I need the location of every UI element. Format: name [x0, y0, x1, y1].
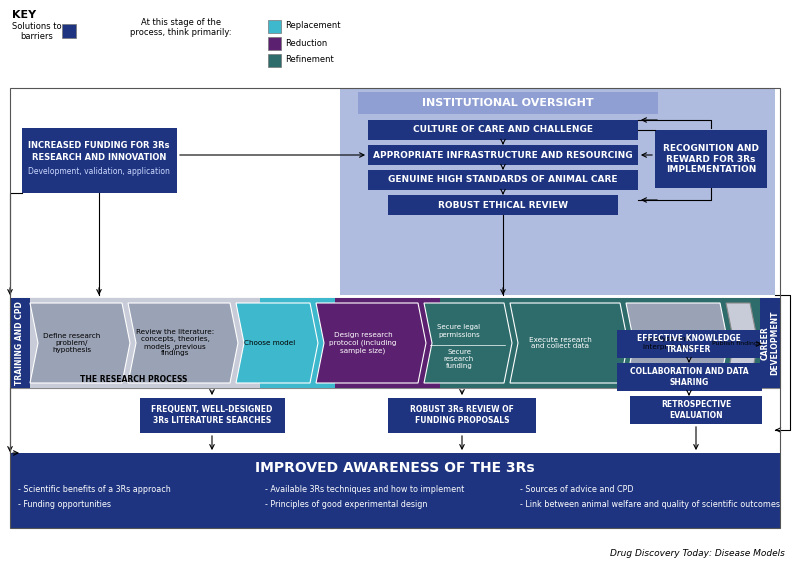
Text: GENUINE HIGH STANDARDS OF ANIMAL CARE: GENUINE HIGH STANDARDS OF ANIMAL CARE [388, 176, 618, 184]
Polygon shape [236, 303, 318, 383]
Text: Choose model: Choose model [244, 340, 296, 346]
Text: - Link between animal welfare and quality of scientific outcomes: - Link between animal welfare and qualit… [520, 500, 780, 509]
Bar [140, 398, 285, 433]
Bar [30, 298, 260, 388]
Text: RETROSPECTIVE
EVALUATION: RETROSPECTIVE EVALUATION [661, 400, 731, 420]
Text: Design research
protocol (including
sample size): Design research protocol (including samp… [330, 332, 397, 354]
Text: - Funding opportunities: - Funding opportunities [18, 500, 111, 509]
Bar [368, 170, 638, 190]
Bar [368, 120, 638, 140]
Bar [440, 298, 520, 388]
Text: CULTURE OF CARE AND CHALLENGE: CULTURE OF CARE AND CHALLENGE [413, 126, 593, 134]
Text: RESEARCH AND INNOVATION: RESEARCH AND INNOVATION [32, 153, 166, 161]
Text: EFFECTIVE KNOWLEDGE
TRANSFER: EFFECTIVE KNOWLEDGE TRANSFER [637, 334, 741, 354]
Text: Define research
problem/
hypothesis: Define research problem/ hypothesis [43, 333, 101, 353]
Bar [388, 398, 536, 433]
Text: ROBUST 3Rs REVIEW OF
FUNDING PROPOSALS: ROBUST 3Rs REVIEW OF FUNDING PROPOSALS [410, 405, 514, 425]
Bar [655, 130, 767, 188]
Text: THE RESEARCH PROCESS: THE RESEARCH PROCESS [80, 375, 187, 384]
Polygon shape [30, 303, 130, 383]
Polygon shape [424, 303, 512, 383]
Text: Reduction: Reduction [285, 38, 327, 48]
Text: ROBUST ETHICAL REVIEW: ROBUST ETHICAL REVIEW [438, 200, 568, 210]
Polygon shape [626, 303, 728, 383]
Text: - Principles of good experimental design: - Principles of good experimental design [265, 500, 427, 509]
Text: IMPROVED AWARENESS OF THE 3Rs: IMPROVED AWARENESS OF THE 3Rs [255, 461, 535, 475]
Bar [260, 298, 335, 388]
Bar [340, 88, 775, 295]
Text: Replacement: Replacement [285, 21, 341, 30]
Bar [760, 298, 780, 388]
Text: TRAINING AND CPD: TRAINING AND CPD [15, 301, 25, 385]
Text: Solutions to
barriers: Solutions to barriers [12, 22, 62, 41]
Text: - Available 3Rs techniques and how to implement: - Available 3Rs techniques and how to im… [265, 485, 464, 494]
Text: Review the literature:
concepts, theories,
models ,previous
findings: Review the literature: concepts, theorie… [136, 329, 214, 356]
Bar [268, 20, 281, 33]
Text: At this stage of the
process, think primarily:: At this stage of the process, think prim… [130, 18, 231, 37]
Bar [268, 37, 281, 50]
Bar [520, 298, 760, 388]
Text: Secure
research
funding: Secure research funding [444, 349, 474, 369]
Text: CAREER
DEVELOPMENT: CAREER DEVELOPMENT [760, 311, 780, 375]
Bar [368, 145, 638, 165]
Text: Drug Discovery Today: Disease Models: Drug Discovery Today: Disease Models [610, 549, 785, 558]
Polygon shape [510, 303, 628, 383]
Bar [630, 396, 762, 424]
Bar [358, 92, 658, 114]
Bar [62, 24, 76, 38]
Text: COLLABORATION AND DATA
SHARING: COLLABORATION AND DATA SHARING [630, 367, 748, 387]
Text: Development, validation, application: Development, validation, application [28, 168, 170, 176]
Text: - Scientific benefits of a 3Rs approach: - Scientific benefits of a 3Rs approach [18, 485, 170, 494]
Text: RECOGNITION AND
REWARD FOR 3Rs
IMPLEMENTATION: RECOGNITION AND REWARD FOR 3Rs IMPLEMENT… [663, 144, 759, 174]
Text: Refinement: Refinement [285, 56, 334, 64]
Text: Execute research
and collect data: Execute research and collect data [529, 336, 591, 350]
Bar [10, 453, 780, 528]
Text: APPROPRIATE INFRASTRUCTURE AND RESOURCING: APPROPRIATE INFRASTRUCTURE AND RESOURCIN… [373, 150, 633, 160]
Polygon shape [316, 303, 426, 383]
Text: Publish findings: Publish findings [713, 340, 762, 346]
Bar [22, 128, 177, 193]
Bar [388, 195, 618, 215]
Text: INSTITUTIONAL OVERSIGHT: INSTITUTIONAL OVERSIGHT [422, 98, 594, 108]
Text: KEY: KEY [12, 10, 36, 20]
Polygon shape [128, 303, 238, 383]
Text: INCREASED FUNDING FOR 3Rs: INCREASED FUNDING FOR 3Rs [28, 141, 170, 149]
Bar [10, 298, 30, 388]
Bar [10, 88, 780, 528]
Text: FREQUENT, WELL-DESIGNED
3Rs LITERATURE SEARCHES: FREQUENT, WELL-DESIGNED 3Rs LITERATURE S… [151, 405, 273, 425]
Text: - Sources of advice and CPD: - Sources of advice and CPD [520, 485, 634, 494]
Bar [10, 298, 780, 388]
Bar [617, 363, 762, 391]
Bar [617, 330, 762, 358]
Text: Analyse and
interpret data: Analyse and interpret data [643, 336, 693, 350]
Text: Secure legal
permissions: Secure legal permissions [438, 324, 481, 338]
Bar [335, 298, 440, 388]
Bar [268, 54, 281, 67]
Polygon shape [726, 303, 758, 383]
